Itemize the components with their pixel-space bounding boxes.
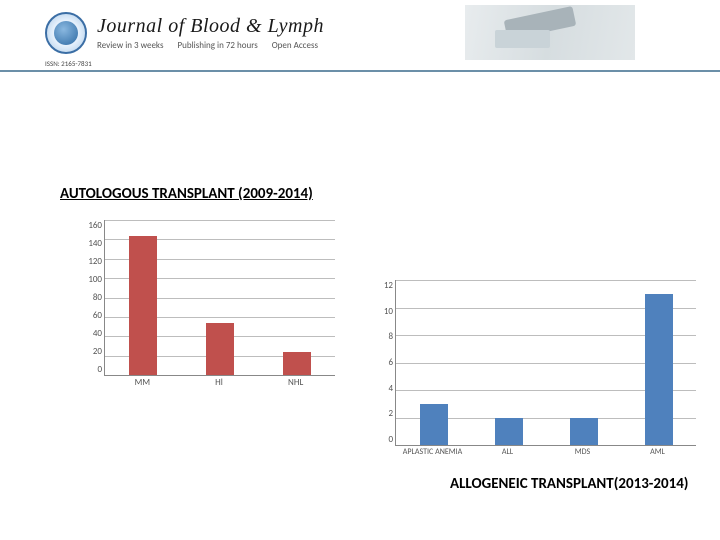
y-tick: 4 [388,383,393,394]
bar [495,418,523,446]
chart1-plot [104,220,335,376]
y-tick: 100 [88,274,102,285]
journal-title: Journal of Blood & Lymph [97,15,465,38]
y-tick: 20 [93,346,102,357]
y-tick: 140 [88,238,102,249]
journal-subheader: Review in 3 weeks Publishing in 72 hours… [97,40,465,51]
chart2-plot [395,280,696,446]
bar [420,404,448,445]
chart2-y-axis: 12 10 8 6 4 2 0 [365,280,393,445]
y-tick: 60 [93,310,102,321]
x-label: AML [628,448,688,456]
bar [129,236,157,375]
y-tick: 40 [93,328,102,339]
y-tick: 2 [388,408,393,419]
y-tick: 120 [88,256,102,267]
issn-text: ISSN: 2165-7831 [45,59,92,68]
chart1-y-axis: 160 140 120 100 80 60 40 20 0 [74,220,102,375]
sub-item: Publishing in 72 hours [177,40,257,51]
y-tick: 0 [388,434,393,445]
y-tick: 6 [388,357,393,368]
y-tick: 80 [93,292,102,303]
y-tick: 12 [384,280,393,291]
autologous-chart: 160 140 120 100 80 60 40 20 0 MM Hl NHL [74,220,334,390]
y-tick: 160 [88,220,102,231]
y-tick: 8 [388,331,393,342]
x-label: ALL [478,448,538,456]
bar [645,294,673,445]
banner-photo [465,5,635,60]
y-tick: 0 [97,364,102,375]
sub-item: Review in 3 weeks [97,40,163,51]
x-label: APLASTIC ANEMIA [403,448,463,456]
journal-banner: Journal of Blood & Lymph Review in 3 wee… [0,0,720,72]
y-tick: 10 [384,306,393,317]
chart1-x-axis: MM Hl NHL [104,378,334,387]
bar [206,323,234,375]
x-label: NHL [271,378,321,387]
allogeneic-chart: 12 10 8 6 4 2 0 APLASTIC ANEMIA ALL MDS AML [365,280,695,465]
x-label: MM [117,378,167,387]
chart2-x-axis: APLASTIC ANEMIA ALL MDS AML [395,448,695,456]
bar [283,352,311,375]
bar [570,418,598,446]
x-label: MDS [553,448,613,456]
chart2-title: ALLOGENEIC TRANSPLANT(2013-2014) [450,475,688,493]
chart1-title: AUTOLOGOUS TRANSPLANT (2009-2014) [60,185,313,203]
publisher-logo-icon [45,12,87,54]
x-label: Hl [194,378,244,387]
sub-item: Open Access [272,40,318,51]
